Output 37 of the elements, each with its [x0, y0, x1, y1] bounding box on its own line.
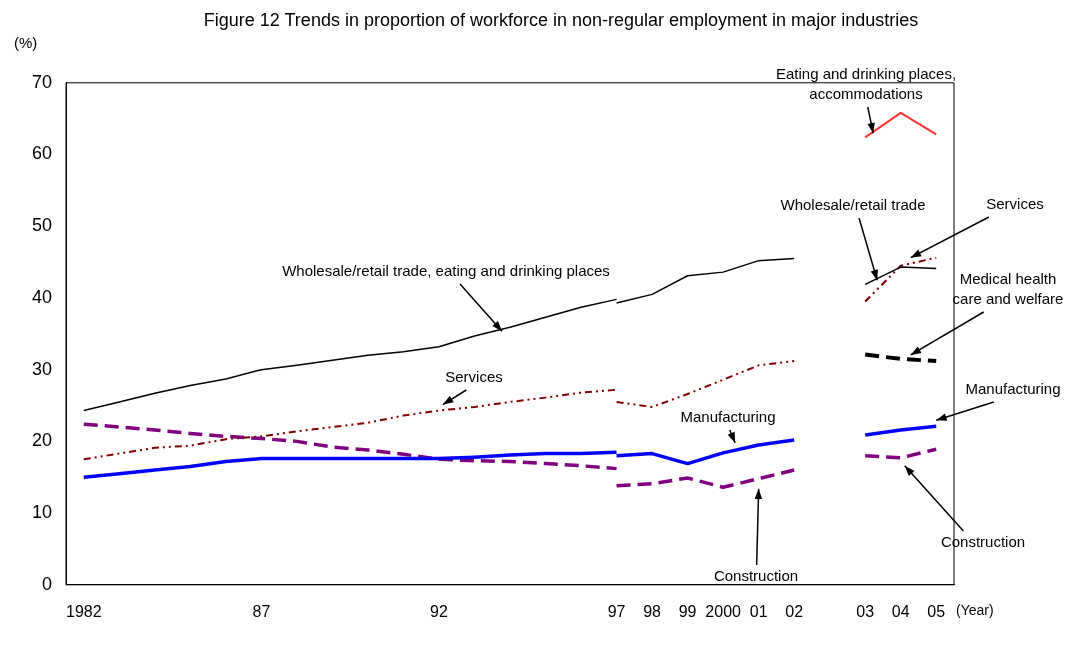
- series-label: Services: [445, 368, 503, 386]
- x-tick-label: 97: [607, 602, 626, 620]
- line-series: [614, 468, 796, 490]
- y-tick-label: 40: [31, 286, 53, 307]
- text: Wholesale/retail trade: [780, 196, 926, 214]
- text: Construction: [713, 567, 799, 585]
- text: Services: [986, 195, 1044, 213]
- x-tick-label: 02: [785, 602, 804, 620]
- y-tick-label: 60: [31, 143, 53, 164]
- x-tick-label: 2000: [705, 602, 742, 620]
- y-tick-label: 70: [31, 71, 53, 92]
- x-tick-label: 98: [643, 602, 662, 620]
- text: Eating and drinking places, accommodations: [775, 65, 957, 103]
- x-tick-label: 87: [252, 602, 271, 620]
- series-label: Wholesale/retail trade, eating and drinking places: [282, 262, 610, 280]
- y-axis-title: (%): [14, 34, 38, 51]
- chart-title: Figure 12 Trends in proportion of workforce in non-regular employment in major industries: [202, 9, 920, 32]
- y-tick-label: 50: [31, 215, 53, 236]
- y-tick-label: 30: [31, 358, 53, 379]
- x-tick-label: 03: [856, 602, 875, 620]
- x-tick-label: 01: [749, 602, 768, 620]
- x-tick-label: 1982: [65, 602, 102, 620]
- y-tick-label: 20: [31, 430, 53, 451]
- line-series: [82, 422, 619, 471]
- x-tick-label: 92: [430, 602, 448, 620]
- text: Medical health care and welfare: [952, 270, 1064, 308]
- series-label: Manufacturing: [680, 408, 776, 426]
- text: Manufacturing: [965, 380, 1061, 398]
- text: Construction: [940, 533, 1026, 551]
- y-tick-label: 10: [31, 502, 53, 523]
- line-series: [82, 388, 618, 461]
- line-series: [615, 360, 796, 408]
- x-axis-title: (Year): [956, 601, 994, 618]
- x-tick-label: 99: [678, 602, 697, 620]
- y-tick-label: 0: [42, 573, 53, 594]
- x-tick-label: 05: [927, 602, 946, 620]
- x-tick-label: 04: [891, 602, 910, 620]
